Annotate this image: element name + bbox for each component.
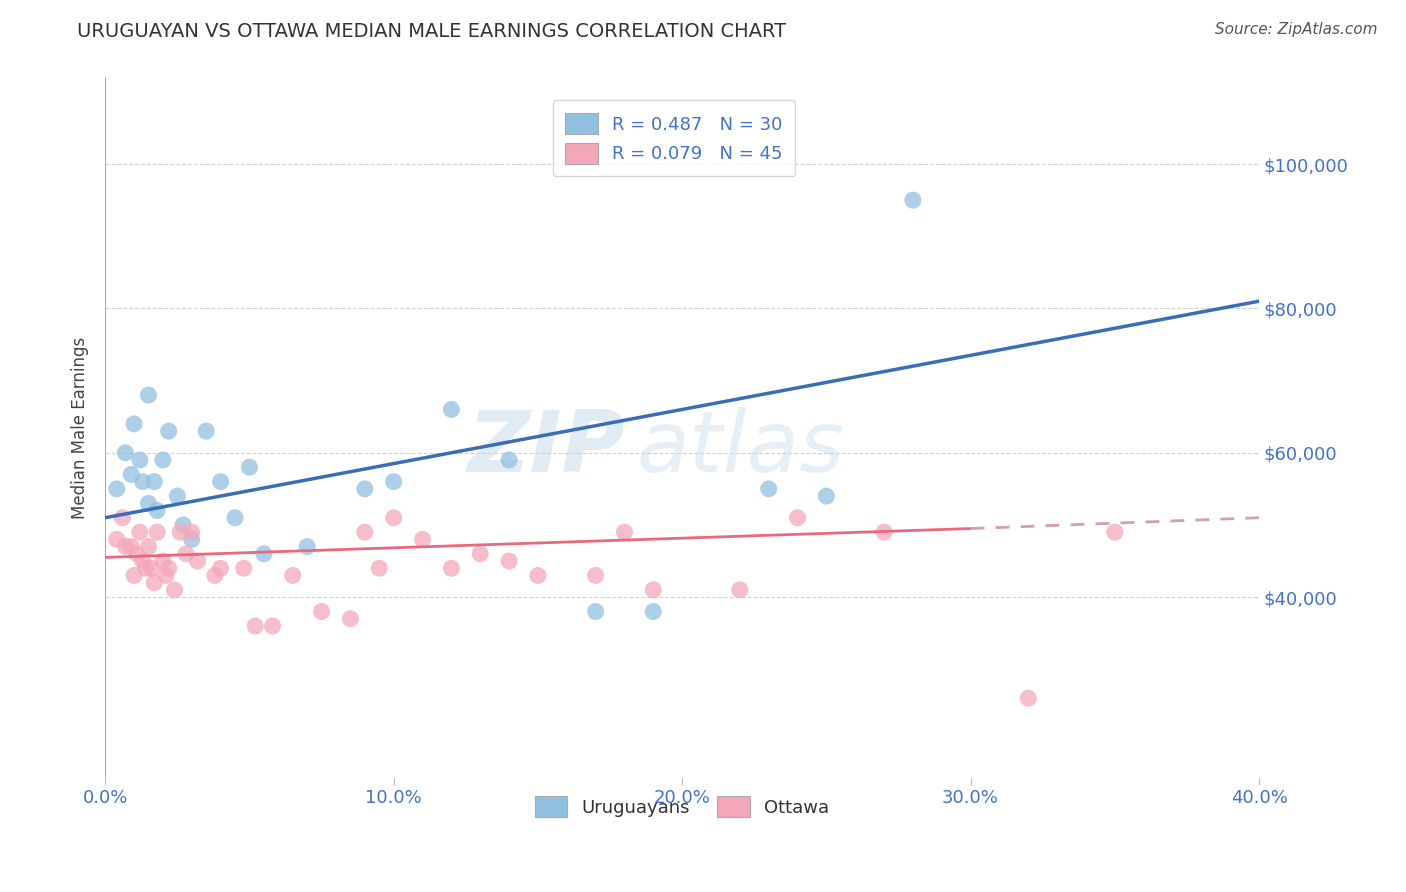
Point [186, 554, 208, 568]
Point [157, 561, 180, 575]
Point [132, 475, 155, 489]
Point [157, 424, 180, 438]
Point [111, 510, 134, 524]
Point [470, 547, 492, 561]
Point [585, 568, 607, 582]
Point [238, 460, 260, 475]
Point [132, 554, 155, 568]
Point [138, 496, 160, 510]
Point [195, 424, 218, 438]
Point [146, 503, 169, 517]
Point [169, 525, 191, 540]
Point [125, 547, 148, 561]
Point [163, 582, 186, 597]
Point [1104, 525, 1126, 540]
Point [146, 525, 169, 540]
Point [758, 482, 780, 496]
Point [152, 554, 174, 568]
Point [262, 619, 284, 633]
Y-axis label: Median Male Earnings: Median Male Earnings [72, 336, 89, 518]
Point [585, 605, 607, 619]
Point [172, 517, 194, 532]
Point [122, 568, 145, 582]
Point [311, 605, 333, 619]
Point [382, 475, 405, 489]
Text: URUGUAYAN VS OTTAWA MEDIAN MALE EARNINGS CORRELATION CHART: URUGUAYAN VS OTTAWA MEDIAN MALE EARNINGS… [77, 22, 786, 41]
Point [339, 612, 361, 626]
Point [180, 525, 202, 540]
Point [253, 547, 276, 561]
Point [141, 561, 163, 575]
Text: Source: ZipAtlas.com: Source: ZipAtlas.com [1215, 22, 1378, 37]
Point [643, 582, 665, 597]
Point [498, 453, 520, 467]
Point [786, 510, 808, 524]
Point [295, 540, 318, 554]
Point [224, 510, 246, 524]
Point [527, 568, 550, 582]
Point [120, 467, 142, 482]
Point [128, 525, 150, 540]
Point [245, 619, 267, 633]
Point [120, 540, 142, 554]
Point [174, 547, 197, 561]
Text: ZIP: ZIP [467, 407, 624, 490]
Point [1017, 691, 1039, 706]
Point [382, 510, 405, 524]
Point [143, 575, 166, 590]
Point [166, 489, 188, 503]
Point [353, 525, 375, 540]
Point [138, 388, 160, 402]
Point [281, 568, 304, 582]
Point [728, 582, 751, 597]
Point [412, 533, 434, 547]
Point [143, 475, 166, 489]
Point [128, 453, 150, 467]
Point [180, 533, 202, 547]
Point [440, 561, 463, 575]
Point [122, 417, 145, 431]
Point [155, 568, 177, 582]
Point [815, 489, 838, 503]
Point [114, 446, 136, 460]
Point [138, 540, 160, 554]
Point [873, 525, 896, 540]
Point [135, 561, 157, 575]
Point [152, 453, 174, 467]
Point [498, 554, 520, 568]
Point [209, 561, 232, 575]
Point [440, 402, 463, 417]
Legend: Uruguayans, Ottawa: Uruguayans, Ottawa [527, 789, 837, 824]
Point [105, 482, 128, 496]
Point [643, 605, 665, 619]
Point [204, 568, 226, 582]
Point [105, 533, 128, 547]
Point [209, 475, 232, 489]
Point [368, 561, 391, 575]
Point [232, 561, 254, 575]
Point [353, 482, 375, 496]
Point [114, 540, 136, 554]
Point [901, 193, 924, 207]
Text: atlas: atlas [636, 407, 844, 490]
Point [613, 525, 636, 540]
